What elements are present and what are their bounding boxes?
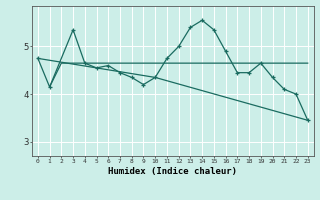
X-axis label: Humidex (Indice chaleur): Humidex (Indice chaleur) — [108, 167, 237, 176]
